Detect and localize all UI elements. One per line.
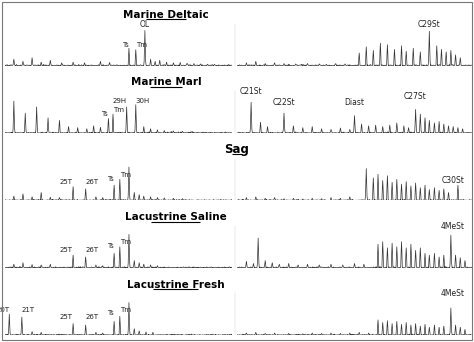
Text: C22St: C22St bbox=[273, 98, 295, 107]
Text: Marine Marl: Marine Marl bbox=[131, 77, 201, 88]
Text: 26T: 26T bbox=[85, 314, 99, 320]
Text: 26T: 26T bbox=[85, 247, 99, 253]
Text: 25T: 25T bbox=[60, 314, 73, 320]
Text: Ts: Ts bbox=[122, 42, 129, 48]
Text: 30H: 30H bbox=[136, 98, 150, 104]
Text: 4MeSt: 4MeSt bbox=[441, 289, 465, 298]
Text: OL: OL bbox=[140, 20, 150, 29]
Text: Lacustrine Fresh: Lacustrine Fresh bbox=[127, 279, 224, 290]
Text: C27St: C27St bbox=[404, 92, 427, 101]
Text: 21T: 21T bbox=[22, 307, 35, 313]
Text: C21St: C21St bbox=[240, 87, 263, 96]
Text: 4MeSt: 4MeSt bbox=[441, 222, 465, 231]
Text: 20T: 20T bbox=[0, 307, 9, 313]
Text: 25T: 25T bbox=[60, 247, 73, 253]
Text: 25T: 25T bbox=[60, 179, 73, 185]
Text: Tm: Tm bbox=[113, 107, 124, 113]
Text: Tm: Tm bbox=[119, 172, 131, 178]
Text: Lacustrine Saline: Lacustrine Saline bbox=[125, 212, 226, 222]
Text: 29H: 29H bbox=[112, 98, 127, 104]
Text: C30St: C30St bbox=[442, 176, 465, 185]
Text: C29St: C29St bbox=[418, 20, 441, 29]
Text: Ts: Ts bbox=[107, 175, 114, 182]
Text: Ts: Ts bbox=[107, 310, 114, 316]
Text: Tm: Tm bbox=[119, 239, 131, 245]
Text: Ts: Ts bbox=[107, 243, 114, 249]
Text: Diast: Diast bbox=[344, 98, 365, 107]
Text: Tm: Tm bbox=[119, 307, 131, 313]
Text: Sag: Sag bbox=[225, 143, 249, 156]
Text: Ts: Ts bbox=[101, 111, 108, 117]
Text: Marine Deltaic: Marine Deltaic bbox=[123, 10, 209, 20]
Text: Tm: Tm bbox=[136, 42, 146, 48]
Text: 26T: 26T bbox=[85, 179, 99, 185]
